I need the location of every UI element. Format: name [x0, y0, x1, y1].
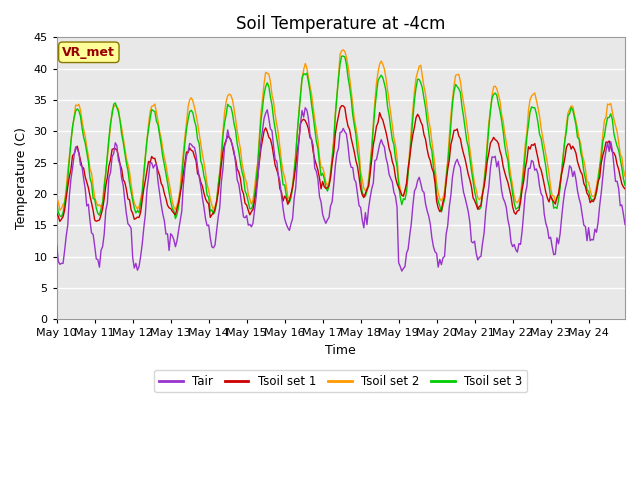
X-axis label: Time: Time — [326, 344, 356, 357]
Title: Soil Temperature at -4cm: Soil Temperature at -4cm — [236, 15, 445, 33]
Y-axis label: Temperature (C): Temperature (C) — [15, 127, 28, 229]
Legend: Tair, Tsoil set 1, Tsoil set 2, Tsoil set 3: Tair, Tsoil set 1, Tsoil set 2, Tsoil se… — [154, 370, 527, 393]
Text: VR_met: VR_met — [62, 46, 115, 59]
